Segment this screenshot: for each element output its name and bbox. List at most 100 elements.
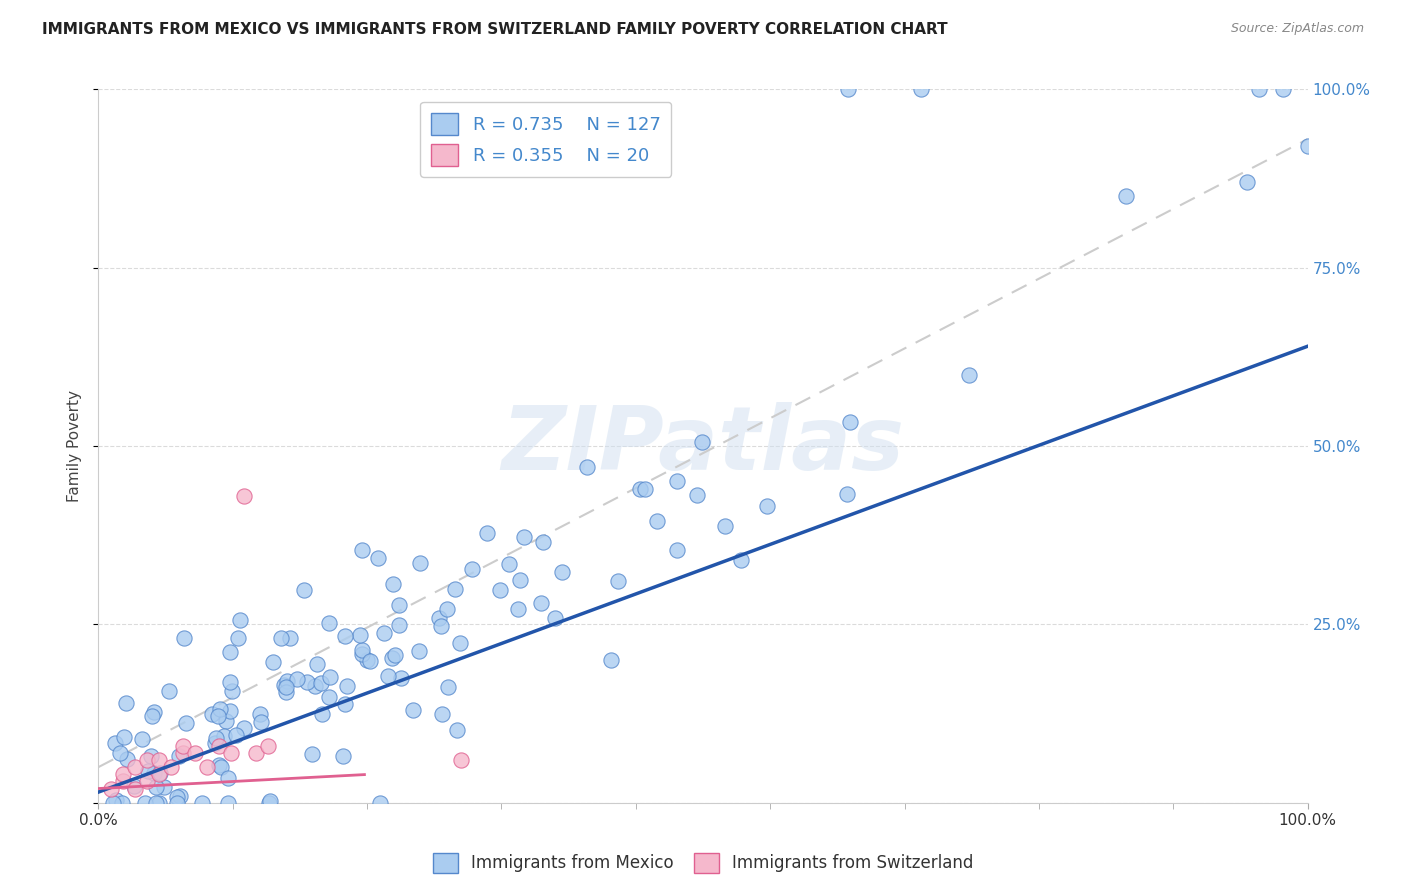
Point <box>352 543 374 558</box>
Point <box>270 632 292 646</box>
Point <box>1296 139 1319 153</box>
Point <box>730 553 752 567</box>
Point <box>461 562 484 576</box>
Point <box>685 488 707 502</box>
Point <box>191 796 214 810</box>
Point <box>217 771 239 785</box>
Point <box>217 796 239 810</box>
Point <box>274 680 297 694</box>
Point <box>665 474 688 488</box>
Point <box>276 674 298 689</box>
Text: IMMIGRANTS FROM MEXICO VS IMMIGRANTS FROM SWITZERLAND FAMILY POVERTY CORRELATION: IMMIGRANTS FROM MEXICO VS IMMIGRANTS FRO… <box>42 22 948 37</box>
Point <box>111 774 134 789</box>
Point <box>285 672 308 686</box>
Point <box>160 760 183 774</box>
Point <box>124 781 146 796</box>
Y-axis label: Family Poverty: Family Poverty <box>67 390 83 502</box>
Point <box>208 739 231 753</box>
Point <box>336 679 359 693</box>
Point <box>219 704 242 718</box>
Point <box>756 499 779 513</box>
Point <box>381 651 404 665</box>
Point <box>359 654 381 668</box>
Text: ZIPatlas: ZIPatlas <box>502 402 904 490</box>
Point <box>218 674 240 689</box>
Point <box>157 684 180 698</box>
Point <box>350 643 373 657</box>
Point <box>367 550 389 565</box>
Point <box>166 796 188 810</box>
Point <box>402 703 425 717</box>
Point <box>530 596 553 610</box>
Point <box>262 655 284 669</box>
Point <box>145 780 167 794</box>
Point <box>319 670 342 684</box>
Point <box>184 746 207 760</box>
Point <box>169 748 191 763</box>
Point <box>105 793 128 807</box>
Point <box>318 615 340 630</box>
Point <box>349 628 371 642</box>
Point <box>318 690 340 704</box>
Point <box>576 460 599 475</box>
Point <box>437 680 460 694</box>
Point <box>408 556 430 570</box>
Point <box>333 629 356 643</box>
Point <box>429 611 451 625</box>
Point <box>837 82 859 96</box>
Point <box>104 736 127 750</box>
Point <box>209 760 232 774</box>
Point <box>449 636 471 650</box>
Point <box>307 657 329 671</box>
Point <box>134 796 156 810</box>
Point <box>368 796 391 810</box>
Point <box>666 542 689 557</box>
Point <box>295 675 318 690</box>
Point <box>1115 189 1137 203</box>
Point <box>531 534 554 549</box>
Point <box>115 696 138 710</box>
Point <box>232 489 254 503</box>
Point <box>225 728 247 742</box>
Point <box>506 602 529 616</box>
Point <box>152 780 174 795</box>
Point <box>692 434 714 449</box>
Point <box>195 760 218 774</box>
Point <box>172 746 194 760</box>
Point <box>311 707 333 722</box>
Point <box>101 796 124 810</box>
Point <box>166 789 188 804</box>
Point <box>214 729 236 743</box>
Point <box>430 619 453 633</box>
Point <box>174 716 197 731</box>
Point <box>232 721 254 735</box>
Legend: R = 0.735    N = 127, R = 0.355    N = 20: R = 0.735 N = 127, R = 0.355 N = 20 <box>420 102 671 177</box>
Point <box>111 767 134 781</box>
Point <box>388 617 411 632</box>
Text: Source: ZipAtlas.com: Source: ZipAtlas.com <box>1230 22 1364 36</box>
Point <box>221 746 243 760</box>
Point <box>143 705 166 719</box>
Point <box>214 714 236 728</box>
Point <box>122 779 145 793</box>
Point <box>249 714 271 729</box>
Point <box>135 753 157 767</box>
Point <box>221 684 243 698</box>
Point <box>148 753 170 767</box>
Point <box>446 723 468 737</box>
Point <box>148 796 170 810</box>
Point <box>259 796 281 810</box>
Point <box>381 576 404 591</box>
Point <box>209 702 232 716</box>
Point <box>1249 82 1271 96</box>
Point <box>488 582 510 597</box>
Point <box>634 482 657 496</box>
Point <box>145 796 167 810</box>
Point <box>245 746 267 760</box>
Point <box>1272 82 1295 96</box>
Point <box>607 574 630 589</box>
Point <box>1236 175 1258 189</box>
Point <box>100 781 122 796</box>
Point <box>173 631 195 645</box>
Point <box>276 684 298 698</box>
